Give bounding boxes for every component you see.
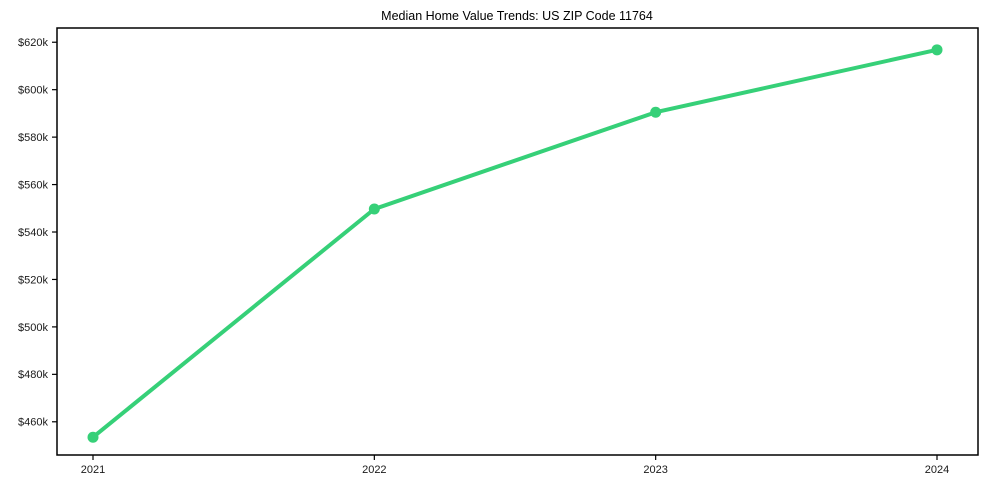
data-point-2022 — [368, 203, 380, 215]
y-tick-label: $520k — [18, 274, 48, 286]
y-axis: $460k $480k $500k $520k $540k $560k $580k $600k… — [18, 37, 57, 429]
data-series — [87, 44, 943, 443]
data-point-2023 — [650, 106, 662, 118]
plot-frame — [56, 27, 979, 456]
y-tick-label: $480k — [18, 369, 48, 381]
x-tick-label: 2023 — [643, 464, 667, 476]
y-tick-label: $540k — [18, 227, 48, 239]
y-tick-label: $500k — [18, 322, 48, 334]
y-tick-label: $600k — [18, 85, 48, 97]
x-tick-label: 2021 — [81, 464, 105, 476]
x-tick-label: 2024 — [925, 464, 949, 476]
y-tick-label: $620k — [18, 37, 48, 49]
trend-line — [91, 47, 939, 440]
y-tick-label: $460k — [18, 417, 48, 429]
x-axis: 2021 2022 2023 2024 — [81, 455, 949, 476]
chart-title: Median Home Value Trends: US ZIP Code 11… — [381, 9, 653, 23]
x-tick-label: 2022 — [362, 464, 386, 476]
y-tick-label: $580k — [18, 132, 48, 144]
data-point-2021 — [87, 431, 99, 443]
y-tick-label: $560k — [18, 179, 48, 191]
data-point-2024 — [931, 44, 943, 56]
